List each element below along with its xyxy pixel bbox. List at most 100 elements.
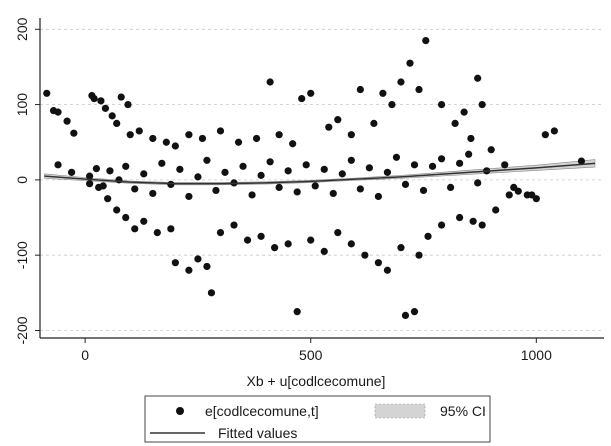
x-axis-title: Xb + u[codlcecomune] <box>247 373 386 389</box>
data-point <box>460 108 468 116</box>
data-point <box>302 161 310 169</box>
data-point <box>207 289 216 297</box>
legend-points-label: e[codlcecomune,t] <box>205 403 319 419</box>
data-point <box>379 89 387 97</box>
data-point <box>392 153 401 161</box>
data-point <box>140 170 148 178</box>
data-point <box>410 308 419 316</box>
data-point <box>124 100 132 109</box>
data-point <box>92 164 100 173</box>
data-point <box>97 97 105 105</box>
data-point <box>298 94 306 103</box>
data-point <box>131 185 139 193</box>
data-point <box>221 168 229 176</box>
data-point <box>334 228 342 237</box>
data-point <box>383 168 392 176</box>
data-point <box>474 74 482 82</box>
data-point <box>239 162 247 170</box>
data-point <box>550 127 558 135</box>
data-point <box>347 131 355 139</box>
data-point <box>541 131 549 139</box>
data-point <box>365 164 373 172</box>
plot-area <box>40 28 604 331</box>
data-point <box>203 262 211 271</box>
data-point <box>406 59 414 67</box>
data-point <box>194 173 202 181</box>
data-point <box>216 127 225 135</box>
data-point <box>474 179 482 187</box>
data-point <box>329 189 337 198</box>
data-point <box>501 161 509 169</box>
y-tick-label: 100 <box>14 93 30 117</box>
data-point <box>456 159 464 167</box>
data-point <box>347 156 355 164</box>
data-point <box>185 192 193 201</box>
data-point <box>108 112 116 120</box>
data-point <box>167 180 175 188</box>
data-point <box>320 247 328 256</box>
legend-ci-label: 95% CI <box>440 403 486 419</box>
data-point <box>451 119 459 128</box>
data-point <box>492 206 500 214</box>
fit-layer <box>44 162 596 185</box>
data-point <box>356 185 364 193</box>
y-tick-label: 200 <box>14 17 30 41</box>
data-point <box>293 308 301 316</box>
x-tick-label: 500 <box>299 347 323 363</box>
data-point <box>104 195 112 203</box>
data-point <box>383 266 392 274</box>
data-point <box>577 157 586 165</box>
data-point <box>106 167 114 175</box>
data-point <box>149 134 157 143</box>
data-point <box>266 78 274 86</box>
data-point <box>428 162 437 170</box>
data-point <box>113 119 121 128</box>
data-point <box>410 161 419 169</box>
data-point <box>325 123 333 131</box>
data-point <box>469 217 477 225</box>
data-point <box>149 189 157 198</box>
y-tick-label: 0 <box>14 176 30 184</box>
data-point <box>131 225 139 233</box>
data-point <box>70 129 78 137</box>
data-point <box>271 244 279 252</box>
data-point <box>478 221 486 229</box>
legend-box <box>144 395 491 443</box>
data-point <box>135 127 143 135</box>
data-point <box>415 251 423 259</box>
data-point <box>424 232 432 240</box>
data-point <box>275 183 283 192</box>
data-point <box>99 182 107 190</box>
data-point <box>307 89 315 97</box>
data-point <box>437 155 446 163</box>
data-point <box>374 259 382 267</box>
data-point <box>115 176 123 184</box>
data-point <box>465 150 473 158</box>
data-point <box>320 165 328 173</box>
data-point <box>374 192 382 201</box>
data-point <box>257 232 265 240</box>
data-point <box>307 236 315 244</box>
data-point <box>140 217 148 225</box>
data-point <box>275 131 283 139</box>
data-point <box>401 311 410 320</box>
x-ticks: 0 500 1000 <box>81 338 552 363</box>
data-point <box>113 206 121 214</box>
data-point <box>478 100 486 109</box>
data-point <box>63 117 71 125</box>
data-point <box>126 131 134 139</box>
data-point <box>212 186 220 195</box>
data-point <box>252 134 261 143</box>
legend: e[codlcecomune,t] 95% CI Fitted values <box>144 395 491 443</box>
data-point <box>415 85 423 94</box>
data-point <box>289 140 297 148</box>
data-point <box>528 191 536 199</box>
data-point <box>176 165 184 173</box>
legend-fit-label: Fitted values <box>218 425 297 441</box>
data-point <box>293 188 301 196</box>
fitted-line <box>44 162 596 185</box>
data-point <box>194 255 202 263</box>
data-point <box>388 100 396 109</box>
